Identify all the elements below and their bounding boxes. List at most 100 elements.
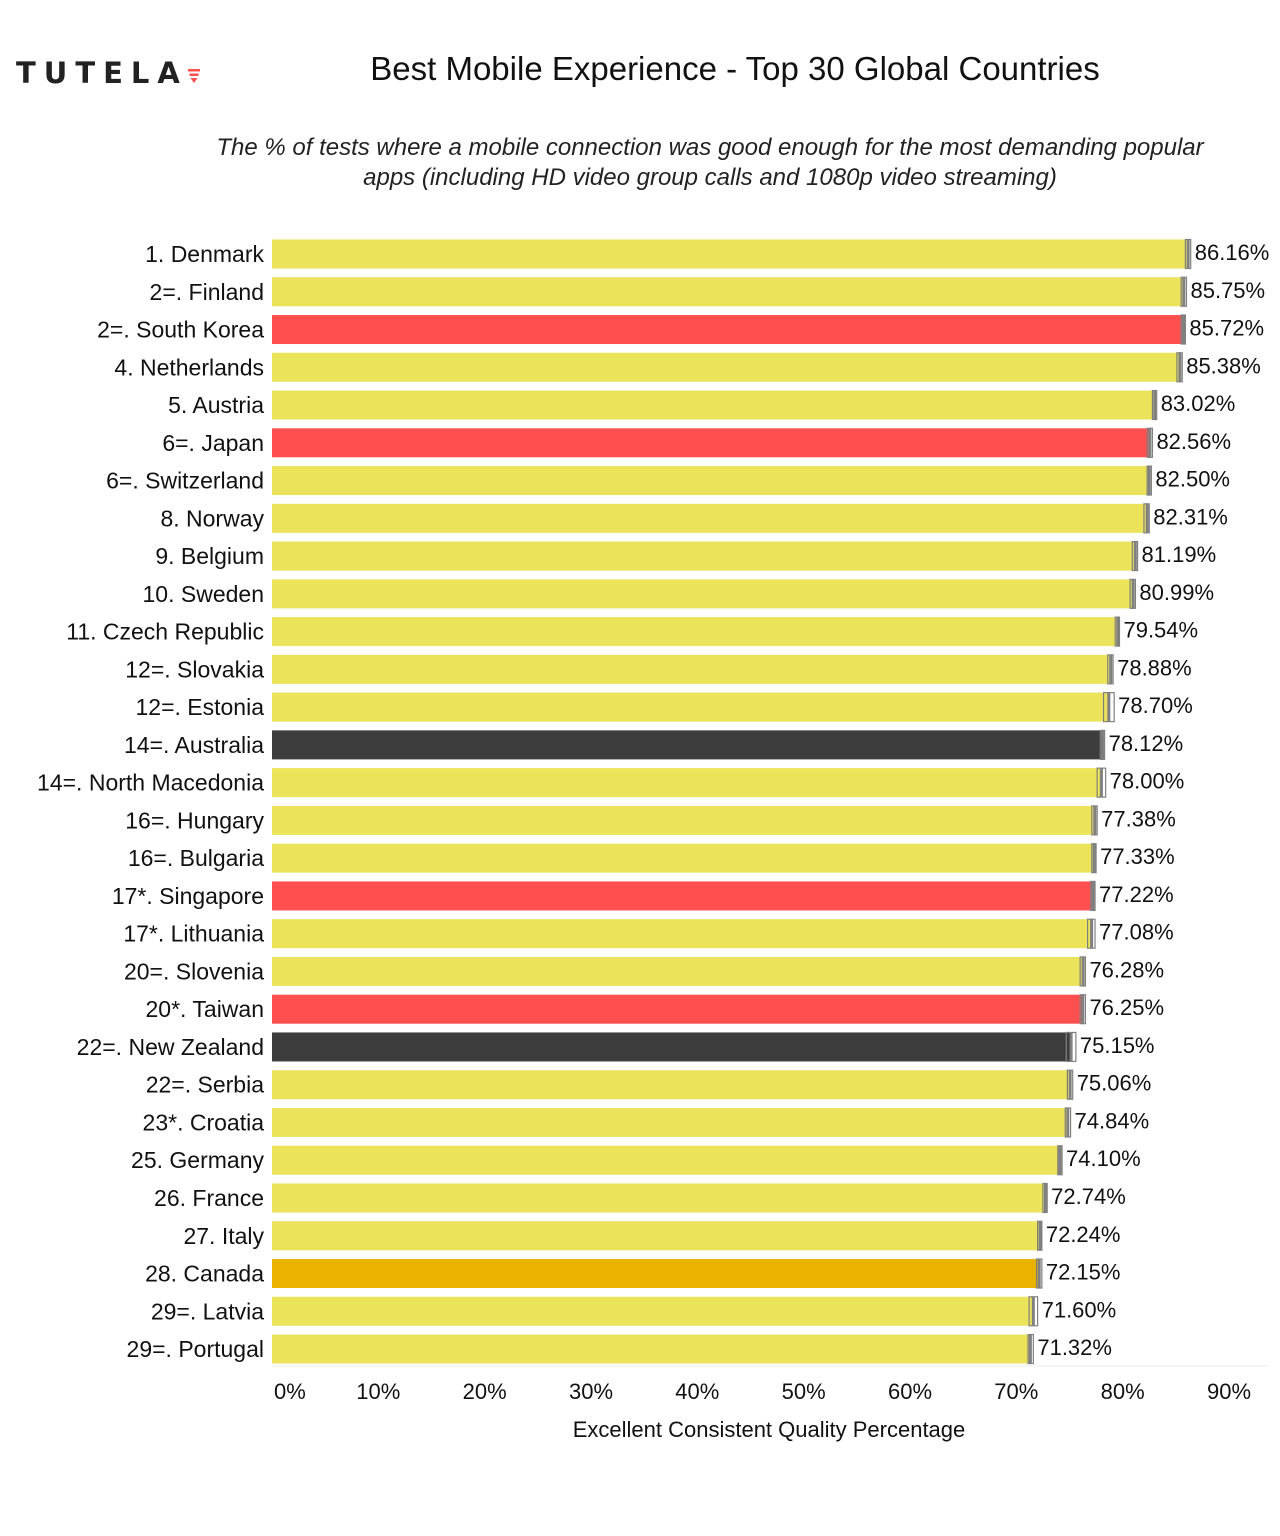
x-tick-label: 50% (782, 1379, 826, 1404)
value-label: 72.74% (1051, 1184, 1126, 1209)
category-label: 10. Sweden (143, 581, 264, 607)
bar[interactable] (272, 428, 1150, 458)
bar[interactable] (272, 503, 1148, 533)
bar[interactable] (272, 1070, 1071, 1100)
category-label: 26. France (154, 1185, 264, 1211)
category-label: 12=. Slovakia (125, 656, 264, 682)
bar[interactable] (272, 617, 1118, 647)
category-label: 20*. Taiwan (146, 996, 265, 1022)
value-label: 71.32% (1037, 1335, 1112, 1360)
category-label: 17*. Lithuania (123, 921, 264, 947)
chart-title: Best Mobile Experience - Top 30 Global C… (370, 50, 1100, 87)
category-label: 23*. Croatia (143, 1109, 265, 1135)
value-label: 82.31% (1153, 504, 1228, 529)
bar[interactable] (272, 541, 1136, 571)
bar[interactable] (272, 956, 1084, 986)
category-label: 14=. North Macedonia (37, 770, 264, 796)
category-label: 1. Denmark (145, 241, 264, 267)
x-tick-label: 30% (569, 1379, 613, 1404)
tutela-logo: TUTELA (16, 56, 200, 90)
logo-text: TUTELA (16, 56, 188, 90)
value-label: 77.33% (1100, 844, 1175, 869)
value-label: 78.70% (1118, 693, 1193, 718)
logo-mark-bar-2 (189, 73, 199, 76)
bar[interactable] (272, 1334, 1031, 1364)
category-label: 14=. Australia (124, 732, 264, 758)
value-label: 85.75% (1190, 278, 1265, 303)
category-label: 16=. Hungary (125, 807, 264, 833)
x-tick-label: 20% (463, 1379, 507, 1404)
category-label: 20=. Slovenia (124, 958, 264, 984)
value-label: 77.22% (1099, 882, 1174, 907)
bar[interactable] (272, 843, 1095, 873)
bar[interactable] (272, 1032, 1072, 1062)
bar[interactable] (272, 1145, 1060, 1175)
bar[interactable] (272, 1296, 1034, 1326)
value-label: 74.84% (1075, 1108, 1150, 1133)
value-label: 77.08% (1099, 920, 1174, 945)
category-label: 25. Germany (131, 1147, 264, 1173)
value-label: 77.38% (1101, 806, 1176, 831)
bar[interactable] (272, 1107, 1068, 1137)
bar[interactable] (272, 352, 1180, 382)
value-label: 71.60% (1042, 1297, 1117, 1322)
logo-mark-arrow (190, 78, 198, 83)
category-label: 5. Austria (168, 392, 264, 418)
subtitle-line-2: apps (including HD video group calls and… (363, 164, 1057, 191)
x-tick-label: 40% (675, 1379, 719, 1404)
bar[interactable] (272, 1183, 1046, 1213)
value-label: 79.54% (1123, 618, 1198, 643)
value-label: 76.25% (1089, 995, 1164, 1020)
category-label: 27. Italy (183, 1223, 264, 1249)
x-axis-label: Excellent Consistent Quality Percentage (573, 1417, 966, 1442)
value-label: 81.19% (1142, 542, 1217, 567)
value-label: 78.88% (1117, 655, 1192, 680)
x-tick-label: 80% (1101, 1379, 1145, 1404)
value-label: 75.15% (1080, 1033, 1155, 1058)
bar[interactable] (272, 919, 1092, 949)
subtitle-line-1: The % of tests where a mobile connection… (216, 134, 1204, 161)
bar[interactable] (272, 1221, 1041, 1251)
value-label: 76.28% (1089, 957, 1164, 982)
logo-mark-icon (187, 69, 200, 83)
bar[interactable] (272, 805, 1095, 835)
value-label: 80.99% (1139, 580, 1214, 605)
value-label: 82.50% (1155, 467, 1230, 492)
bar[interactable] (272, 315, 1184, 345)
value-label: 75.06% (1077, 1071, 1152, 1096)
value-label: 85.38% (1186, 353, 1261, 378)
bar[interactable] (272, 239, 1189, 269)
category-label: 6=. Switzerland (106, 468, 264, 494)
category-label: 11. Czech Republic (66, 619, 264, 645)
bar[interactable] (272, 579, 1134, 609)
x-tick-label: 70% (994, 1379, 1038, 1404)
bar[interactable] (272, 390, 1155, 420)
category-label: 29=. Latvia (151, 1298, 264, 1324)
category-label: 28. Canada (145, 1261, 264, 1287)
value-label: 82.56% (1156, 429, 1231, 454)
bar[interactable] (272, 994, 1083, 1024)
bar[interactable] (272, 692, 1109, 722)
category-label: 8. Norway (160, 505, 264, 531)
bar[interactable] (272, 768, 1102, 798)
category-label: 17*. Singapore (112, 883, 264, 909)
value-label: 78.00% (1110, 769, 1185, 794)
bar[interactable] (272, 654, 1111, 684)
value-label: 86.16% (1195, 240, 1270, 265)
value-label: 72.15% (1046, 1260, 1121, 1285)
bar[interactable] (272, 730, 1103, 760)
bar[interactable] (272, 1259, 1040, 1289)
value-label: 74.10% (1066, 1146, 1141, 1171)
bar[interactable] (272, 466, 1150, 496)
category-label: 16=. Bulgaria (128, 845, 264, 871)
value-label: 72.24% (1046, 1222, 1121, 1247)
category-label: 2=. South Korea (97, 317, 264, 343)
bar[interactable] (272, 881, 1094, 911)
category-label: 9. Belgium (155, 543, 264, 569)
x-tick-label: 60% (888, 1379, 932, 1404)
category-label: 22=. New Zealand (77, 1034, 264, 1060)
bar[interactable] (272, 277, 1184, 307)
category-label: 6=. Japan (162, 430, 264, 456)
x-tick-label: 10% (356, 1379, 400, 1404)
